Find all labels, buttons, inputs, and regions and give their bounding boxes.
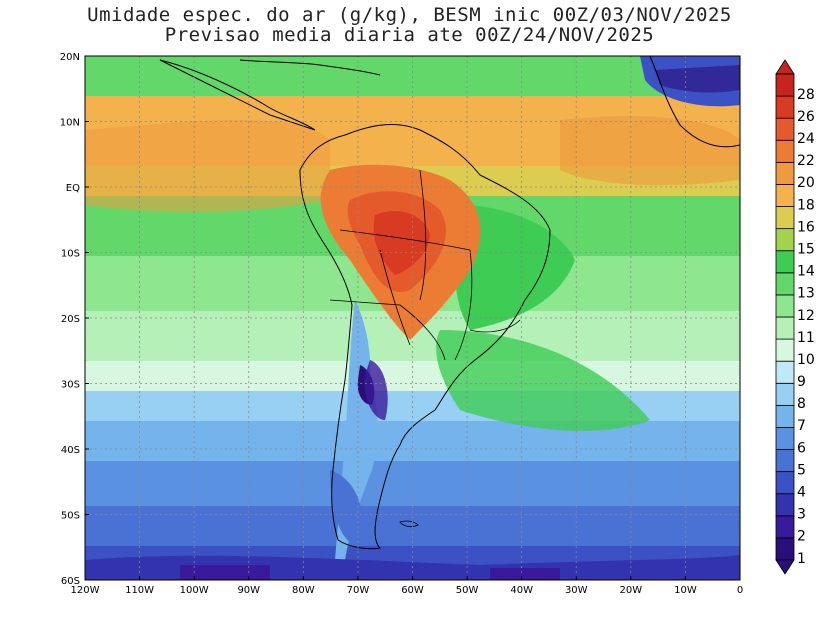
colorbar-swatch [775,427,795,450]
colorbar-label: 2 [797,529,806,545]
colorbar-label: 22 [797,153,815,169]
colorbar-swatch [775,206,795,230]
colorbar-swatch [775,95,795,119]
colorbar-label: 18 [797,197,815,213]
longitude-label: 70W [347,585,370,596]
latitude-label: 40S [61,445,80,456]
map-title-line1: Umidade espec. do ar (g/kg), BESM inic 0… [87,4,732,26]
colorbar-label: 5 [797,462,806,478]
latitude-label: 60S [61,576,80,587]
colorbar-label: 7 [797,418,806,434]
longitude-label: 40W [510,585,533,596]
colorbar-swatch [775,471,795,495]
latitude-label: EQ [66,183,80,194]
map-gridlines [85,56,740,580]
colorbar-label: 8 [797,396,806,412]
latitude-labels: 20N 10N EQ 10S 20S 30S 40S 50S 60S [60,52,80,587]
colorbar-label: 11 [797,330,815,346]
colorbar-swatch [775,404,795,428]
colorbar-top-arrow [775,59,795,75]
colorbar-swatch [775,139,795,163]
colorbar-swatch [775,493,795,517]
longitude-label: 20W [620,585,643,596]
colorbar-swatch [775,515,795,539]
colorbar-label: 20 [797,175,815,191]
longitude-label: 50W [456,585,479,596]
colorbar-swatch [775,316,795,340]
latitude-label: 50S [61,511,80,522]
colorbar-swatch [775,382,795,406]
colorbar-label: 13 [797,286,815,302]
latitude-label: 10S [61,249,80,260]
latitude-label: 30S [61,380,80,391]
longitude-label: 110W [125,585,154,596]
colorbar-label: 9 [797,374,806,390]
longitude-label: 90W [237,585,260,596]
map-ticks [84,55,741,581]
colorbar-label: 10 [797,352,815,368]
longitude-labels: 120W 110W 100W 90W 80W 70W 60W 50W 40W 30W 20W 10W 0 [71,585,744,596]
colorbar-label: 16 [797,219,815,235]
colorbar-swatch [775,272,795,296]
colorbar-swatch [775,294,795,318]
colorbar-swatch [775,161,795,185]
colorbar-label: 24 [797,131,815,147]
longitude-label: 60W [401,585,424,596]
colorbar-label: 6 [797,440,806,456]
latitude-label: 20S [61,314,80,325]
colorbar-swatch [775,228,795,252]
colorbar-swatch [775,449,795,473]
colorbar-bottom-arrow [775,559,795,575]
colorbar-label: 26 [797,109,815,125]
longitude-label: 80W [292,585,315,596]
colorbar-label: 1 [797,551,806,567]
colorbar-swatch [775,73,795,97]
colorbar-label: 4 [797,485,806,501]
colorbar-swatch [775,537,795,561]
longitude-label: 30W [565,585,588,596]
colorbar-label: 14 [797,264,815,280]
colorbar-label: 12 [797,308,815,324]
colorbar-swatch [775,184,795,207]
colorbar-swatch [775,250,795,274]
colorbar-swatch [775,117,795,141]
latitude-label: 20N [60,52,80,63]
longitude-label: 0 [737,585,743,596]
colorbar-swatch [775,338,795,362]
longitude-label: 10W [674,585,697,596]
map-title-line2: Previsao media diaria ate 00Z/24/NOV/202… [164,24,655,46]
colorbar-swatch [775,360,795,384]
latitude-label: 10N [60,118,80,129]
colorbar-label: 28 [797,87,815,103]
colorbar-label: 15 [797,242,815,258]
colorbar-label: 3 [797,507,806,523]
longitude-label: 100W [180,585,209,596]
longitude-label: 120W [71,585,100,596]
